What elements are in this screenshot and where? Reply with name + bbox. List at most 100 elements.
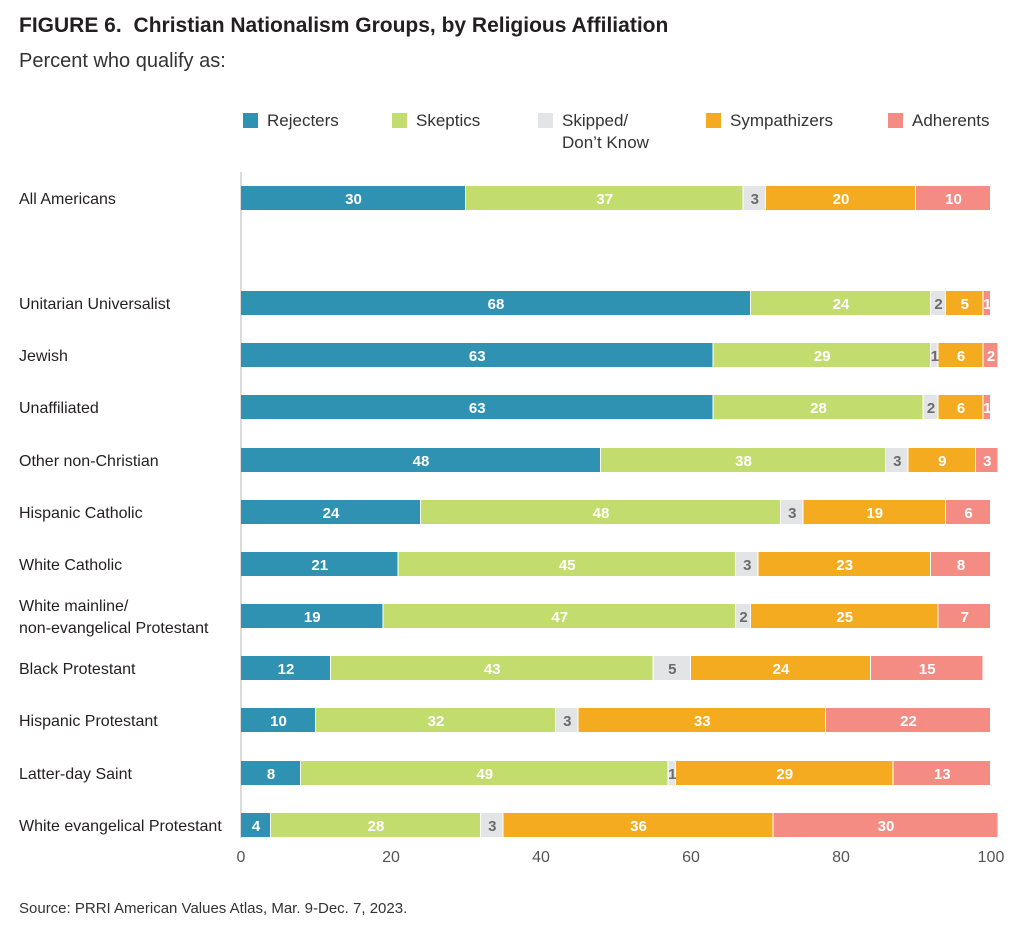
data-label-sympathizers-white-catholic: 23	[836, 557, 853, 574]
data-label-sympathizers-hispanic-catholic: 19	[866, 505, 883, 522]
data-label-adherents-white-mainline-non-evangelical-protestant: 7	[961, 609, 969, 626]
data-label-skipped-don-t-know-black-protestant: 5	[668, 661, 676, 678]
data-label-adherents-other-non-christian: 3	[983, 453, 991, 470]
bar-adherents-hispanic-protestant	[826, 708, 990, 732]
chart-title: FIGURE 6. Christian Nationalism Groups, …	[19, 14, 668, 38]
data-label-skeptics-latter-day-saint: 49	[476, 766, 493, 783]
legend-label-adherents: Adherents	[912, 111, 990, 130]
data-label-skeptics-unaffiliated: 28	[810, 400, 827, 417]
bar-skipped-don-t-know-white-catholic	[736, 552, 758, 576]
data-label-rejecters-other-non-christian: 48	[413, 453, 430, 470]
bar-rejecters-white-catholic	[241, 552, 398, 576]
bar-adherents-white-evangelical-protestant	[773, 813, 998, 837]
data-label-skipped-don-t-know-jewish: 1	[931, 348, 939, 365]
bar-skeptics-all-americans	[466, 186, 743, 210]
bar-sympathizers-latter-day-saint	[676, 761, 893, 785]
legend-label-rejecters: Rejecters	[267, 111, 339, 130]
bar-rejecters-unaffiliated	[241, 395, 713, 419]
bar-skipped-don-t-know-all-americans	[743, 186, 765, 210]
data-label-skipped-don-t-know-unitarian-universalist: 2	[934, 296, 942, 313]
data-label-skeptics-other-non-christian: 38	[735, 453, 752, 470]
bar-sympathizers-hispanic-protestant	[578, 708, 825, 732]
bar-sympathizers-white-evangelical-protestant	[503, 813, 773, 837]
bar-skipped-don-t-know-hispanic-catholic	[781, 500, 803, 524]
data-label-skipped-don-t-know-unaffiliated: 2	[927, 400, 935, 417]
category-label-white-catholic: White Catholic	[19, 557, 122, 574]
bar-sympathizers-black-protestant	[691, 656, 870, 680]
bar-rejecters-unitarian-universalist	[241, 291, 750, 315]
data-label-skeptics-all-americans: 37	[596, 191, 613, 208]
bar-skipped-don-t-know-other-non-christian	[886, 448, 908, 472]
stacked-bar-chart: Rejecters Skeptics Skipped/Don’t Know Sympa…	[19, 111, 1004, 866]
data-label-rejecters-hispanic-catholic: 24	[323, 505, 340, 522]
legend-swatch-adherents	[888, 113, 903, 128]
data-label-sympathizers-unitarian-universalist: 5	[961, 296, 969, 313]
data-label-sympathizers-all-americans: 20	[833, 191, 850, 208]
data-label-sympathizers-latter-day-saint: 29	[776, 766, 793, 783]
bar-adherents-unitarian-universalist	[983, 291, 990, 315]
bar-skeptics-latter-day-saint	[301, 761, 668, 785]
data-label-adherents-jewish: 2	[987, 348, 995, 365]
data-label-rejecters-white-evangelical-protestant: 4	[252, 818, 261, 835]
bar-rejecters-hispanic-catholic	[241, 500, 420, 524]
data-label-rejecters-white-catholic: 21	[311, 557, 328, 574]
bar-sympathizers-unitarian-universalist	[946, 291, 983, 315]
data-label-skeptics-unitarian-universalist: 24	[833, 296, 850, 313]
bar-rejecters-other-non-christian	[241, 448, 600, 472]
category-label-unitarian-universalist: Unitarian Universalist	[19, 296, 171, 313]
data-label-sympathizers-white-mainline-non-evangelical-protestant: 25	[836, 609, 853, 626]
bar-skeptics-white-catholic	[398, 552, 735, 576]
data-label-adherents-white-catholic: 8	[957, 557, 965, 574]
bar-skipped-don-t-know-unaffiliated	[923, 395, 938, 419]
data-label-sympathizers-jewish: 6	[957, 348, 965, 365]
data-label-skipped-don-t-know-white-mainline-non-evangelical-protestant: 2	[739, 609, 747, 626]
bar-rejecters-all-americans	[241, 186, 465, 210]
bar-skeptics-unitarian-universalist	[751, 291, 930, 315]
bar-adherents-white-mainline-non-evangelical-protestant	[938, 604, 990, 628]
bar-sympathizers-all-americans	[766, 186, 915, 210]
data-label-adherents-hispanic-catholic: 6	[964, 505, 972, 522]
bar-sympathizers-jewish	[938, 343, 983, 367]
bar-skipped-don-t-know-unitarian-universalist	[931, 291, 945, 315]
data-label-sympathizers-unaffiliated: 6	[957, 400, 965, 417]
bar-rejecters-hispanic-protestant	[241, 708, 315, 732]
bar-sympathizers-unaffiliated	[938, 395, 983, 419]
data-label-skeptics-hispanic-protestant: 32	[428, 713, 445, 730]
data-label-rejecters-black-protestant: 12	[278, 661, 295, 678]
bar-skipped-don-t-know-hispanic-protestant	[556, 708, 578, 732]
legend-label-skeptics: Skeptics	[416, 111, 480, 130]
bar-skipped-don-t-know-latter-day-saint	[668, 761, 675, 785]
legend-swatch-skipped-don-t-know	[538, 113, 553, 128]
data-label-rejecters-jewish: 63	[469, 348, 486, 365]
bar-sympathizers-other-non-christian	[908, 448, 975, 472]
data-label-skipped-don-t-know-all-americans: 3	[751, 191, 759, 208]
bar-skeptics-white-mainline-non-evangelical-protestant	[383, 604, 735, 628]
data-label-skeptics-white-mainline-non-evangelical-protestant: 47	[551, 609, 568, 626]
category-label-hispanic-catholic: Hispanic Catholic	[19, 505, 143, 522]
x-tick-label: 40	[532, 849, 550, 866]
data-label-rejecters-white-mainline-non-evangelical-protestant: 19	[304, 609, 321, 626]
data-label-adherents-hispanic-protestant: 22	[900, 713, 917, 730]
category-label-black-protestant: Black Protestant	[19, 661, 136, 678]
bar-skeptics-white-evangelical-protestant	[271, 813, 480, 837]
legend-swatch-skeptics	[392, 113, 407, 128]
bar-rejecters-white-evangelical-protestant	[241, 813, 270, 837]
data-label-skipped-don-t-know-latter-day-saint: 1	[668, 766, 676, 783]
bar-skeptics-unaffiliated	[713, 395, 923, 419]
category-label-unaffiliated: Unaffiliated	[19, 400, 99, 417]
legend-label-skipped-don-t-know: Don’t Know	[562, 133, 650, 152]
bar-sympathizers-white-catholic	[758, 552, 930, 576]
bar-sympathizers-hispanic-catholic	[803, 500, 945, 524]
chart-subtitle: Percent who qualify as:	[19, 50, 226, 72]
data-label-sympathizers-black-protestant: 24	[773, 661, 790, 678]
data-label-adherents-unitarian-universalist: 1	[983, 296, 991, 313]
category-label-white-evangelical-protestant: White evangelical Protestant	[19, 818, 222, 835]
data-label-skipped-don-t-know-other-non-christian: 3	[893, 453, 901, 470]
data-label-sympathizers-other-non-christian: 9	[938, 453, 946, 470]
bar-skipped-don-t-know-white-mainline-non-evangelical-protestant	[736, 604, 750, 628]
category-label-hispanic-protestant: Hispanic Protestant	[19, 713, 158, 730]
bar-rejecters-white-mainline-non-evangelical-protestant	[241, 604, 383, 628]
data-label-skeptics-white-catholic: 45	[559, 557, 576, 574]
data-label-sympathizers-hispanic-protestant: 33	[694, 713, 711, 730]
data-label-rejecters-hispanic-protestant: 10	[270, 713, 287, 730]
